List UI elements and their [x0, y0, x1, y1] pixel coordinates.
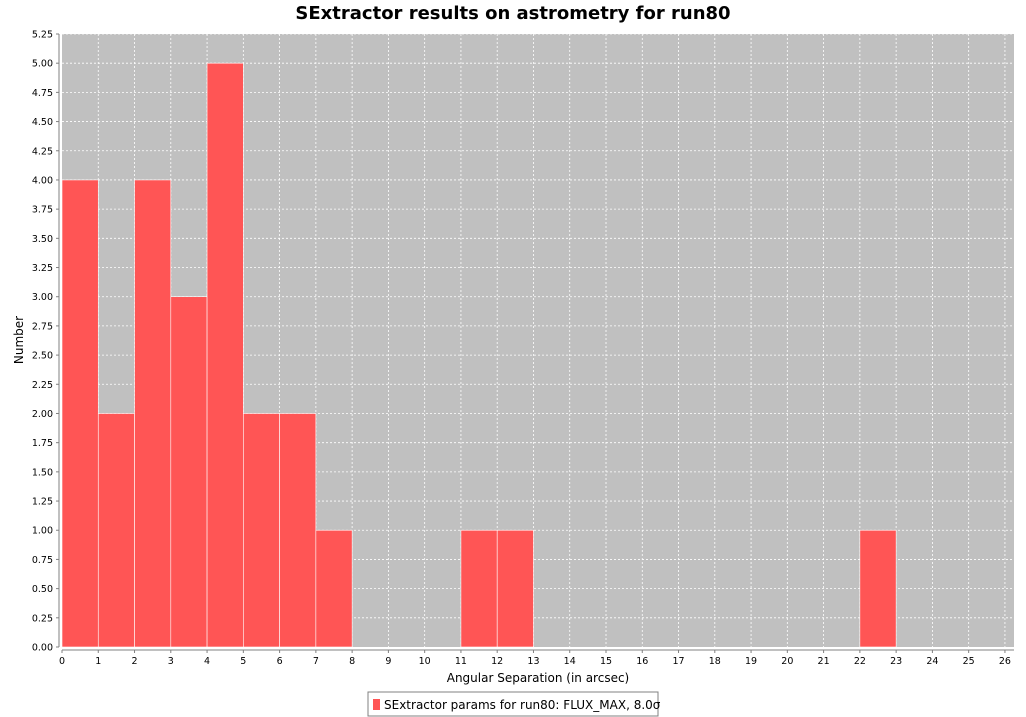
legend-swatch — [373, 699, 380, 710]
x-tick-label: 22 — [854, 656, 866, 667]
histogram-bar — [279, 413, 317, 648]
x-tick-label: 20 — [781, 656, 793, 667]
histogram-bar — [496, 529, 534, 648]
x-tick-label: 16 — [636, 656, 648, 667]
x-axis-label: Angular Separation (in arcsec) — [447, 671, 630, 685]
gridlines — [62, 33, 1014, 647]
y-tick-label: 5.25 — [32, 30, 53, 41]
x-tick-label: 12 — [491, 656, 503, 667]
y-tick-label: 2.50 — [32, 351, 53, 362]
y-tick-label: 5.00 — [32, 59, 53, 70]
x-tick-label: 17 — [672, 656, 684, 667]
y-tick-label: 2.00 — [32, 409, 53, 420]
y-tick-label: 2.25 — [32, 380, 53, 391]
y-tick-label: 0.75 — [32, 555, 53, 566]
x-tick-label: 10 — [419, 656, 431, 667]
histogram-bar — [243, 413, 280, 648]
y-tick-label: 1.00 — [32, 526, 53, 537]
histogram-bar — [859, 529, 897, 648]
histogram-bar — [61, 179, 99, 648]
x-tick-label: 23 — [890, 656, 902, 667]
y-tick-label: 3.25 — [32, 263, 53, 274]
x-tick-label: 0 — [59, 656, 65, 667]
histogram-bar — [97, 413, 135, 648]
x-tick-label: 4 — [204, 656, 210, 667]
x-tick-label: 25 — [963, 656, 975, 667]
y-tick-label: 4.50 — [32, 117, 53, 128]
bar-series — [61, 62, 897, 648]
chart-title: SExtractor results on astrometry for run… — [295, 3, 730, 24]
y-tick-label: 1.50 — [32, 467, 53, 478]
y-tick-label: 3.75 — [32, 205, 53, 216]
x-tick-label: 9 — [385, 656, 391, 667]
y-tick-label: 3.50 — [32, 234, 53, 245]
x-tick-label: 15 — [600, 656, 612, 667]
x-tick-label: 26 — [999, 656, 1011, 667]
x-tick-label: 19 — [745, 656, 757, 667]
x-tick-label: 1 — [95, 656, 101, 667]
x-tick-label: 11 — [455, 656, 467, 667]
x-tick-label: 3 — [168, 656, 174, 667]
x-tick-label: 5 — [240, 656, 246, 667]
y-tick-label: 4.75 — [32, 88, 53, 99]
x-tick-label: 21 — [818, 656, 830, 667]
y-tick-label: 0.25 — [32, 613, 53, 624]
histogram-bar — [206, 62, 244, 648]
y-tick-label: 1.75 — [32, 438, 53, 449]
x-tick-label: 24 — [926, 656, 938, 667]
x-tick-label: 7 — [313, 656, 319, 667]
histogram-bar — [460, 529, 498, 648]
legend-label: SExtractor params for run80: FLUX_MAX, 8… — [384, 698, 661, 712]
histogram-bar — [315, 529, 353, 648]
x-tick-label: 8 — [349, 656, 355, 667]
histogram-bar — [134, 179, 172, 648]
x-tick-label: 13 — [527, 656, 539, 667]
legend-box — [367, 691, 659, 717]
y-tick-label: 4.25 — [32, 146, 53, 157]
y-tick-label: 0.50 — [32, 584, 53, 595]
y-tick-label: 1.25 — [32, 497, 53, 508]
x-tick-label: 6 — [277, 656, 283, 667]
y-axis: 0.00 0.25 0.50 0.75 1.00 1.25 1.50 1.75 2.00 2.25… — [32, 30, 60, 654]
y-tick-label: 4.00 — [32, 175, 53, 186]
x-tick-label: 2 — [132, 656, 138, 667]
x-tick-label: 18 — [709, 656, 721, 667]
y-axis-label: Number — [12, 316, 26, 364]
x-axis: 0 1 2 3 4 5 6 7 8 9 10 11 12 13 14 15 16 17 18 19 20 21 22 23 24… — [59, 649, 1014, 667]
legend: SExtractor params for run80: FLUX_MAX, 8… — [367, 691, 661, 717]
x-tick-label: 14 — [564, 656, 576, 667]
histogram-bar — [170, 296, 208, 648]
y-tick-label: 0.00 — [32, 643, 53, 654]
y-tick-label: 2.75 — [32, 321, 53, 332]
y-tick-label: 3.00 — [32, 292, 53, 303]
